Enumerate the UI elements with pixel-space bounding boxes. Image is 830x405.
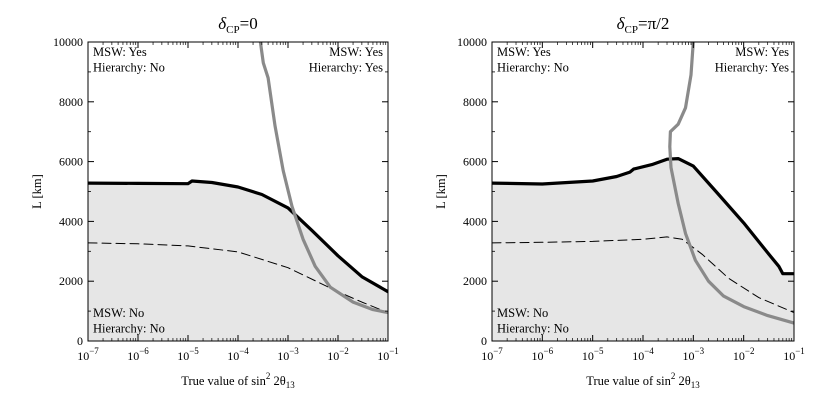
annotation-top-right: MSW: Yes [329, 45, 383, 59]
x-tick-label: 10−7 [481, 346, 503, 363]
shaded-region [492, 158, 794, 341]
curve-gray [668, 42, 794, 325]
y-axis-label: L [km] [434, 174, 448, 209]
annotation-top-left: MSW: Yes [93, 45, 147, 59]
x-tick-label: 10−6 [532, 346, 554, 363]
y-axis-label: L [km] [30, 174, 44, 209]
x-tick-label: 10−6 [127, 346, 149, 363]
curve-gray [258, 42, 388, 315]
x-tick-label: 10−1 [783, 346, 805, 363]
x-tick-label: 10−1 [377, 346, 399, 363]
annotation-top-right: MSW: Yes [735, 45, 789, 59]
annotation-top-right: Hierarchy: Yes [309, 61, 383, 75]
annotation-top-left: Hierarchy: No [93, 61, 165, 75]
x-tick-label: 10−7 [77, 346, 99, 363]
y-tick-label: 10000 [457, 35, 487, 49]
x-tick-label: 10−2 [733, 346, 755, 363]
x-tick-label: 10−2 [327, 346, 349, 363]
annotation-top-left: MSW: Yes [497, 45, 551, 59]
chart-panel-1: 0 2000 4000 6000 8000 10000 10−7 10−6 10−5 10−4 10… [30, 14, 399, 390]
curve-dashed [492, 236, 794, 314]
shaded-region [88, 181, 388, 341]
x-axis-label: True value of sin2 2θ13 [181, 371, 295, 390]
annotation-bottom-left: MSW: No [497, 306, 548, 320]
x-axis-label: True value of sin2 2θ13 [586, 371, 700, 390]
chart-title: δCP=π/2 [617, 14, 670, 36]
y-tick-label: 8000 [59, 95, 83, 109]
annotation-top-left: Hierarchy: No [497, 61, 569, 75]
y-tick-label: 2000 [59, 274, 83, 288]
y-tick-label: 6000 [59, 155, 83, 169]
curve-dashed [88, 242, 388, 314]
annotation-bottom-left: MSW: No [93, 306, 144, 320]
y-tick-label: 6000 [463, 155, 487, 169]
y-tick-label: 2000 [463, 274, 487, 288]
x-tick-label: 10−5 [582, 346, 604, 363]
annotation-bottom-left: Hierarchy: No [497, 322, 569, 336]
x-tick-label: 10−4 [227, 346, 249, 363]
y-tick-label: 0 [481, 334, 487, 348]
y-tick-label: 10000 [53, 35, 83, 49]
y-tick-label: 4000 [59, 214, 83, 228]
annotation-top-right: Hierarchy: Yes [715, 61, 789, 75]
x-tick-label: 10−5 [177, 346, 199, 363]
x-tick-label: 10−3 [277, 346, 299, 363]
y-tick-label: 8000 [463, 95, 487, 109]
chart-panel-2: 0 2000 4000 6000 8000 10000 10−7 10−6 10−5 10−4 10… [434, 14, 805, 390]
chart-title: δCP=0 [218, 14, 257, 36]
x-tick-label: 10−4 [632, 346, 654, 363]
annotation-bottom-left: Hierarchy: No [93, 322, 165, 336]
y-tick-label: 0 [77, 334, 83, 348]
curve-thick-black [88, 179, 388, 294]
curve-thick-black [492, 157, 794, 276]
y-tick-label: 4000 [463, 214, 487, 228]
x-tick-label: 10−3 [683, 346, 705, 363]
